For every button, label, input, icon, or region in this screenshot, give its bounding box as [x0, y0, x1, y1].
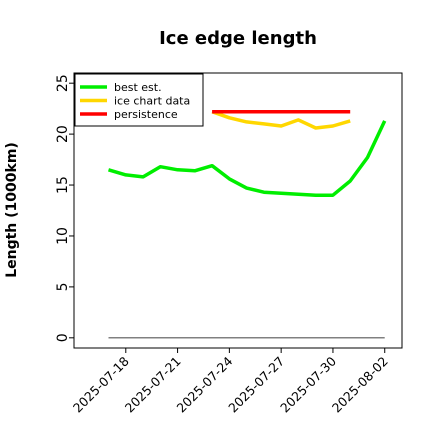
series-layer	[108, 109, 387, 339]
legend-label: persistence	[114, 108, 178, 121]
plot-frame	[73, 72, 403, 349]
y-ticks: 0 5 10 15 20 25	[55, 74, 74, 342]
y-tick-label: 15	[55, 176, 71, 194]
legend-label: best est.	[114, 81, 162, 94]
y-tick-label: 5	[55, 282, 71, 291]
y-tick-label: 10	[55, 227, 71, 245]
x-tick-label: 2025-08-02	[329, 354, 391, 416]
series-line-best-est-	[108, 120, 387, 197]
y-tick-label: 0	[55, 333, 71, 342]
x-ticks: 2025-07-182025-07-212025-07-242025-07-27…	[70, 348, 391, 415]
legend-label: ice chart data	[114, 95, 190, 108]
chart-title: Ice edge length	[159, 28, 317, 49]
series-line-ice-chart-data	[211, 110, 351, 130]
y-tick-label: 25	[55, 74, 71, 92]
y-axis-label: Length (1000km)	[4, 142, 20, 278]
y-tick-label: 20	[55, 125, 71, 143]
